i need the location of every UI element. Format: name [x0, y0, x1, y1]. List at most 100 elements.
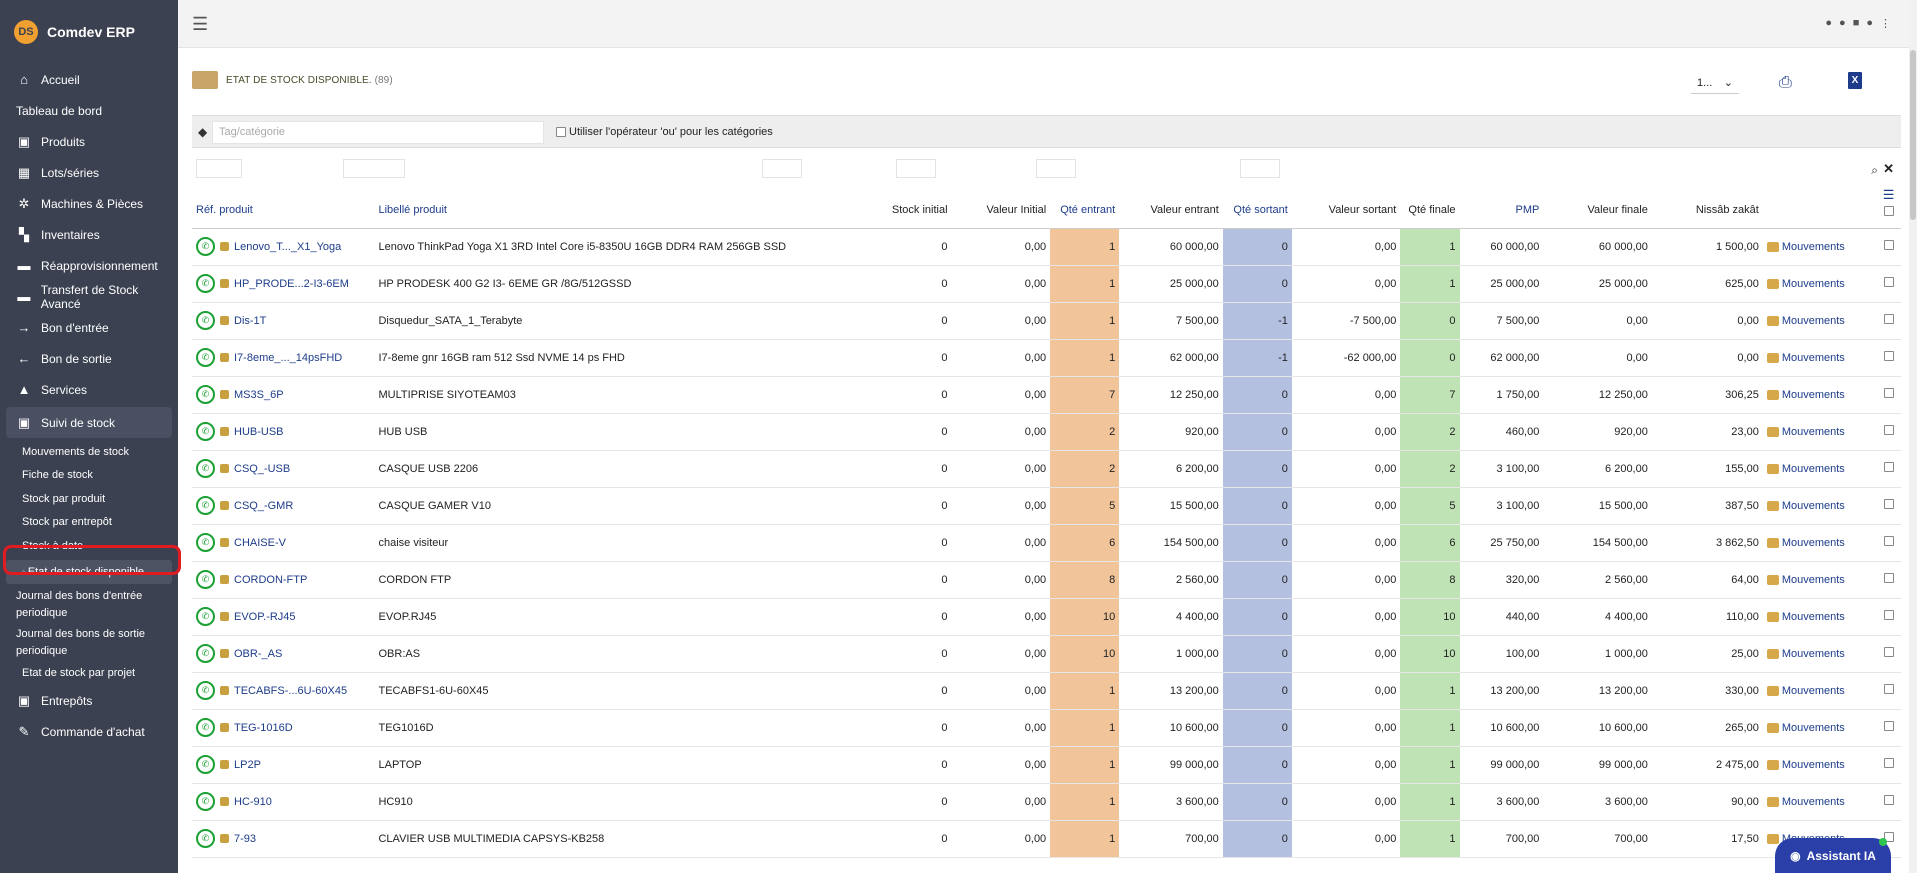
sidebar-item-5[interactable]: ▚ Inventaires [0, 219, 178, 250]
product-ref-link[interactable]: HC-910 [234, 795, 272, 808]
brand[interactable]: DS Comdev ERP [0, 0, 178, 64]
chat-icon[interactable]: ● [1839, 17, 1846, 29]
product-ref-link[interactable]: 7-93 [234, 832, 257, 845]
row-checkbox[interactable] [1883, 425, 1894, 435]
row-checkbox[interactable] [1883, 758, 1894, 768]
excel-export-icon[interactable]: X [1848, 72, 1862, 89]
col-value-final[interactable]: Valeur finale [1543, 184, 1652, 229]
row-checkbox[interactable] [1883, 832, 1894, 842]
whatsapp-icon[interactable]: ✆ [196, 422, 215, 441]
page-select[interactable]: 1... ⌄ [1691, 72, 1739, 94]
movements-link[interactable]: Mouvements [1766, 278, 1872, 290]
row-checkbox[interactable] [1883, 536, 1894, 546]
whatsapp-icon[interactable]: ✆ [196, 607, 215, 626]
whatsapp-icon[interactable]: ✆ [196, 459, 215, 478]
filter-stock-initial-input[interactable] [762, 159, 802, 178]
row-checkbox[interactable] [1883, 610, 1894, 620]
filter-qty-out-input[interactable] [1036, 159, 1076, 178]
movements-link[interactable]: Mouvements [1766, 685, 1872, 697]
checkbox[interactable] [556, 127, 566, 137]
sidebar-subitem-0[interactable]: Mouvements de stock [0, 440, 178, 464]
clipboard-icon[interactable]: ■ [1852, 17, 1860, 29]
whatsapp-icon[interactable]: ✆ [196, 829, 215, 848]
sidebar-item-after-0[interactable]: ▣ Entrepôts [0, 685, 178, 716]
product-ref[interactable]: ✆ 7-93 [196, 829, 370, 848]
clear-filter-icon[interactable]: ✕ [1883, 161, 1894, 176]
column-list-icon[interactable]: ☰ [1882, 186, 1895, 202]
product-ref[interactable]: ✆ HP_PRODE...2-I3-6EM [196, 274, 370, 293]
assistant-ia-button[interactable]: ◉ Assistant IA [1775, 838, 1891, 873]
col-pmp[interactable]: PMP [1459, 184, 1544, 229]
whatsapp-icon[interactable]: ✆ [196, 237, 215, 256]
product-ref-link[interactable]: EVOP.-RJ45 [234, 610, 296, 623]
product-ref[interactable]: ✆ LP2P [196, 755, 370, 774]
whatsapp-icon[interactable]: ✆ [196, 496, 215, 515]
product-ref-link[interactable]: CORDON-FTP [234, 573, 308, 586]
product-ref-link[interactable]: LP2P [234, 758, 261, 771]
row-checkbox[interactable] [1883, 684, 1894, 694]
product-ref[interactable]: ✆ EVOP.-RJ45 [196, 607, 370, 626]
product-ref-link[interactable]: I7-8eme_..._14psFHD [234, 351, 343, 364]
sidebar-item-2[interactable]: ▣ Produits [0, 126, 178, 157]
product-ref[interactable]: ✆ HUB-USB [196, 422, 370, 441]
sidebar-item-8[interactable]: → Bon d'entrée [0, 312, 178, 343]
row-checkbox[interactable] [1883, 462, 1894, 472]
row-checkbox[interactable] [1883, 388, 1894, 398]
movements-link[interactable]: Mouvements [1766, 611, 1872, 623]
product-ref[interactable]: ✆ TECABFS-...6U-60X45 [196, 681, 370, 700]
movements-link[interactable]: Mouvements [1766, 315, 1872, 327]
sidebar-subitem-2[interactable]: Stock par produit [0, 487, 178, 511]
row-checkbox[interactable] [1883, 795, 1894, 805]
movements-link[interactable]: Mouvements [1766, 389, 1872, 401]
movements-link[interactable]: Mouvements [1766, 537, 1872, 549]
sidebar-item-11[interactable]: ▣ Suivi de stock [6, 407, 172, 438]
whatsapp-icon[interactable]: ✆ [196, 792, 215, 811]
col-select[interactable]: ☰ [1876, 184, 1901, 229]
sidebar-item-7[interactable]: ▬ Transfert de Stock Avancé [0, 281, 178, 312]
sidebar-item-10[interactable]: ▲ Services [0, 374, 178, 405]
col-nissab-zakat[interactable]: Nissâb zakât [1651, 184, 1763, 229]
whatsapp-icon[interactable]: ✆ [196, 644, 215, 663]
sidebar-subitem-7[interactable]: Journal des bons de sortie periodique [0, 624, 178, 662]
or-operator-checkbox[interactable]: Utiliser l'opérateur 'ou' pour les catég… [556, 126, 773, 138]
sidebar-item-1[interactable]: Tableau de bord [0, 95, 178, 126]
product-ref[interactable]: ✆ CHAISE-V [196, 533, 370, 552]
row-checkbox[interactable] [1883, 647, 1894, 657]
sidebar-item-9[interactable]: ← Bon de sortie [0, 343, 178, 374]
product-ref-link[interactable]: MS3S_6P [234, 388, 284, 401]
movements-link[interactable]: Mouvements [1766, 574, 1872, 586]
movements-link[interactable]: Mouvements [1766, 241, 1872, 253]
col-ref[interactable]: Réf. produit [192, 184, 375, 229]
filter-ref-input[interactable] [196, 159, 242, 178]
product-ref[interactable]: ✆ Dis-1T [196, 311, 370, 330]
product-ref-link[interactable]: HP_PRODE...2-I3-6EM [234, 277, 349, 290]
search-icon[interactable]: ⌕ [1871, 163, 1878, 177]
row-checkbox[interactable] [1883, 573, 1894, 583]
page-scrollbar[interactable] [1909, 0, 1917, 873]
movements-link[interactable]: Mouvements [1766, 463, 1872, 475]
col-qty-final[interactable]: Qté finale [1400, 184, 1460, 229]
product-ref[interactable]: ✆ HC-910 [196, 792, 370, 811]
whatsapp-icon[interactable]: ✆ [196, 681, 215, 700]
whatsapp-icon[interactable]: ✆ [196, 755, 215, 774]
filter-qty-in-input[interactable] [896, 159, 936, 178]
movements-link[interactable]: Mouvements [1766, 722, 1872, 734]
sidebar-item-4[interactable]: ✲ Machines & Pièces [0, 188, 178, 219]
product-ref[interactable]: ✆ CSQ_-USB [196, 459, 370, 478]
sidebar-item-6[interactable]: ▬ Réapprovisionnement [0, 250, 178, 281]
bell-icon[interactable]: ● [1825, 17, 1833, 29]
sidebar-subitem-1[interactable]: Fiche de stock [0, 464, 178, 488]
product-ref[interactable]: ✆ TEG-1016D [196, 718, 370, 737]
product-ref-link[interactable]: Lenovo_T..._X1_Yoga [234, 240, 342, 253]
hamburger-menu-icon[interactable]: ☰ [192, 14, 209, 34]
scrollbar-thumb[interactable] [1910, 50, 1916, 220]
product-ref-link[interactable]: CSQ_-USB [234, 462, 291, 475]
sidebar-item-0[interactable]: ⌂ Accueil [0, 64, 178, 95]
whatsapp-icon[interactable]: ✆ [196, 570, 215, 589]
whatsapp-icon[interactable]: ✆ [196, 348, 215, 367]
filter-label-input[interactable] [343, 159, 405, 178]
product-ref-link[interactable]: TECABFS-...6U-60X45 [234, 684, 348, 697]
more-icon[interactable]: ⋮ [1880, 18, 1891, 30]
movements-link[interactable]: Mouvements [1766, 500, 1872, 512]
sidebar-subitem-3[interactable]: Stock par entrepôt [0, 511, 178, 535]
